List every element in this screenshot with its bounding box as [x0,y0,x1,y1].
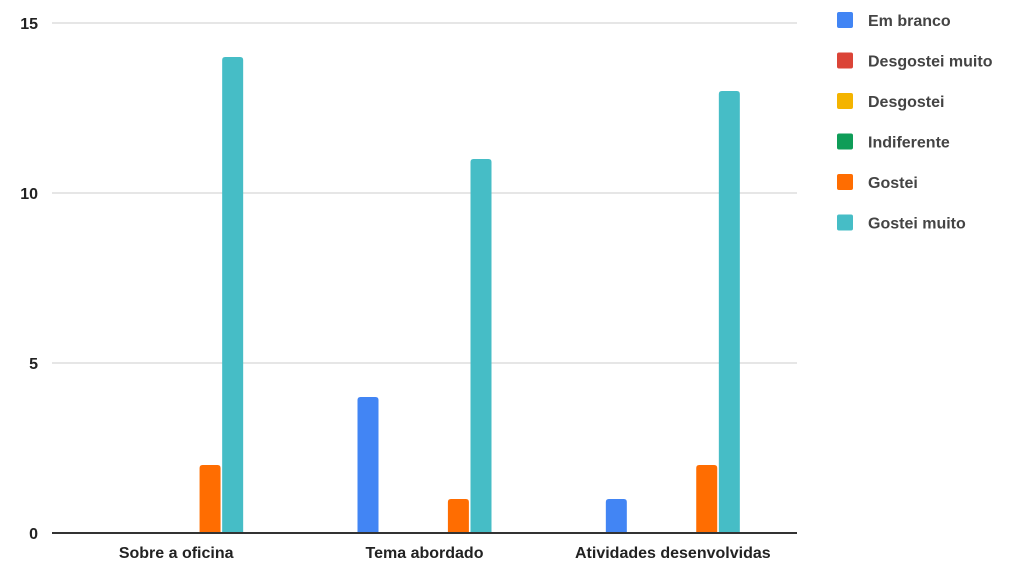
legend-swatch [837,214,853,231]
bar [222,57,244,533]
bar [718,91,740,533]
legend-swatch [837,93,853,109]
y-axis-ticks: 0 5 10 15 [20,16,38,543]
bar [470,159,492,533]
bar [696,465,718,533]
legend-label: Gostei [868,175,918,192]
legend-swatch [837,174,853,190]
x-category-label: Tema abordado [366,545,484,562]
legend-swatch [837,52,853,69]
y-tick-label: 5 [29,356,38,373]
bar [357,397,379,533]
legend-label: Desgostei [868,94,944,111]
y-tick-label: 10 [20,186,38,203]
bar [447,499,469,533]
legend-label: Desgostei muito [868,54,993,71]
bar [605,499,627,533]
legend-swatch [837,12,853,28]
y-tick-label: 15 [20,16,38,33]
legend: Em branco Desgostei muito Desgostei Indifer… [837,12,993,233]
gridlines [52,22,797,364]
y-tick-label: 0 [29,526,38,543]
bars [199,57,740,533]
legend-label: Indiferente [868,135,950,152]
x-category-label: Sobre a oficina [119,545,234,562]
bar [199,465,221,533]
legend-swatch [837,133,853,150]
legend-label: Em branco [868,13,951,30]
x-axis-categories: Sobre a oficina Tema abordado Atividades d… [119,545,771,562]
legend-label: Gostei muito [868,216,966,233]
x-category-label: Atividades desenvolvidas [575,545,771,562]
